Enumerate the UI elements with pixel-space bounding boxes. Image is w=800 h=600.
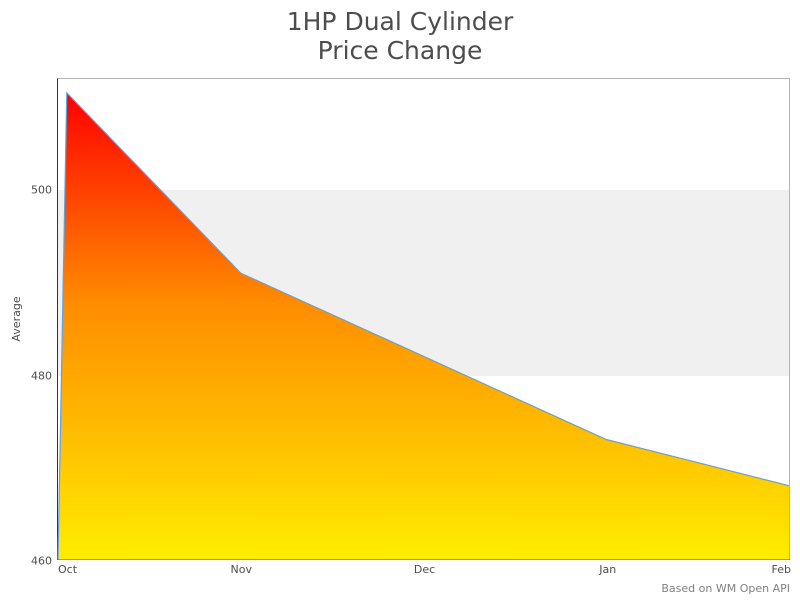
y-tick-label: 460 <box>31 555 58 568</box>
area-fill <box>58 93 789 560</box>
credit-text: Based on WM Open API <box>661 560 790 595</box>
x-tick-label: Dec <box>414 559 435 576</box>
chart-title-line1: 1HP Dual Cylinder <box>0 8 800 37</box>
area-chart-svg <box>58 79 789 560</box>
y-tick-label: 480 <box>31 369 58 382</box>
x-tick-label: Oct <box>58 559 77 576</box>
x-tick-label: Jan <box>599 559 616 576</box>
y-tick-label: 500 <box>31 184 58 197</box>
chart-title-line2: Price Change <box>0 37 800 66</box>
y-axis-label: Average <box>10 296 23 341</box>
x-tick-label: Nov <box>231 559 252 576</box>
plot-area: 460480500OctNovDecJanFeb <box>57 78 790 560</box>
